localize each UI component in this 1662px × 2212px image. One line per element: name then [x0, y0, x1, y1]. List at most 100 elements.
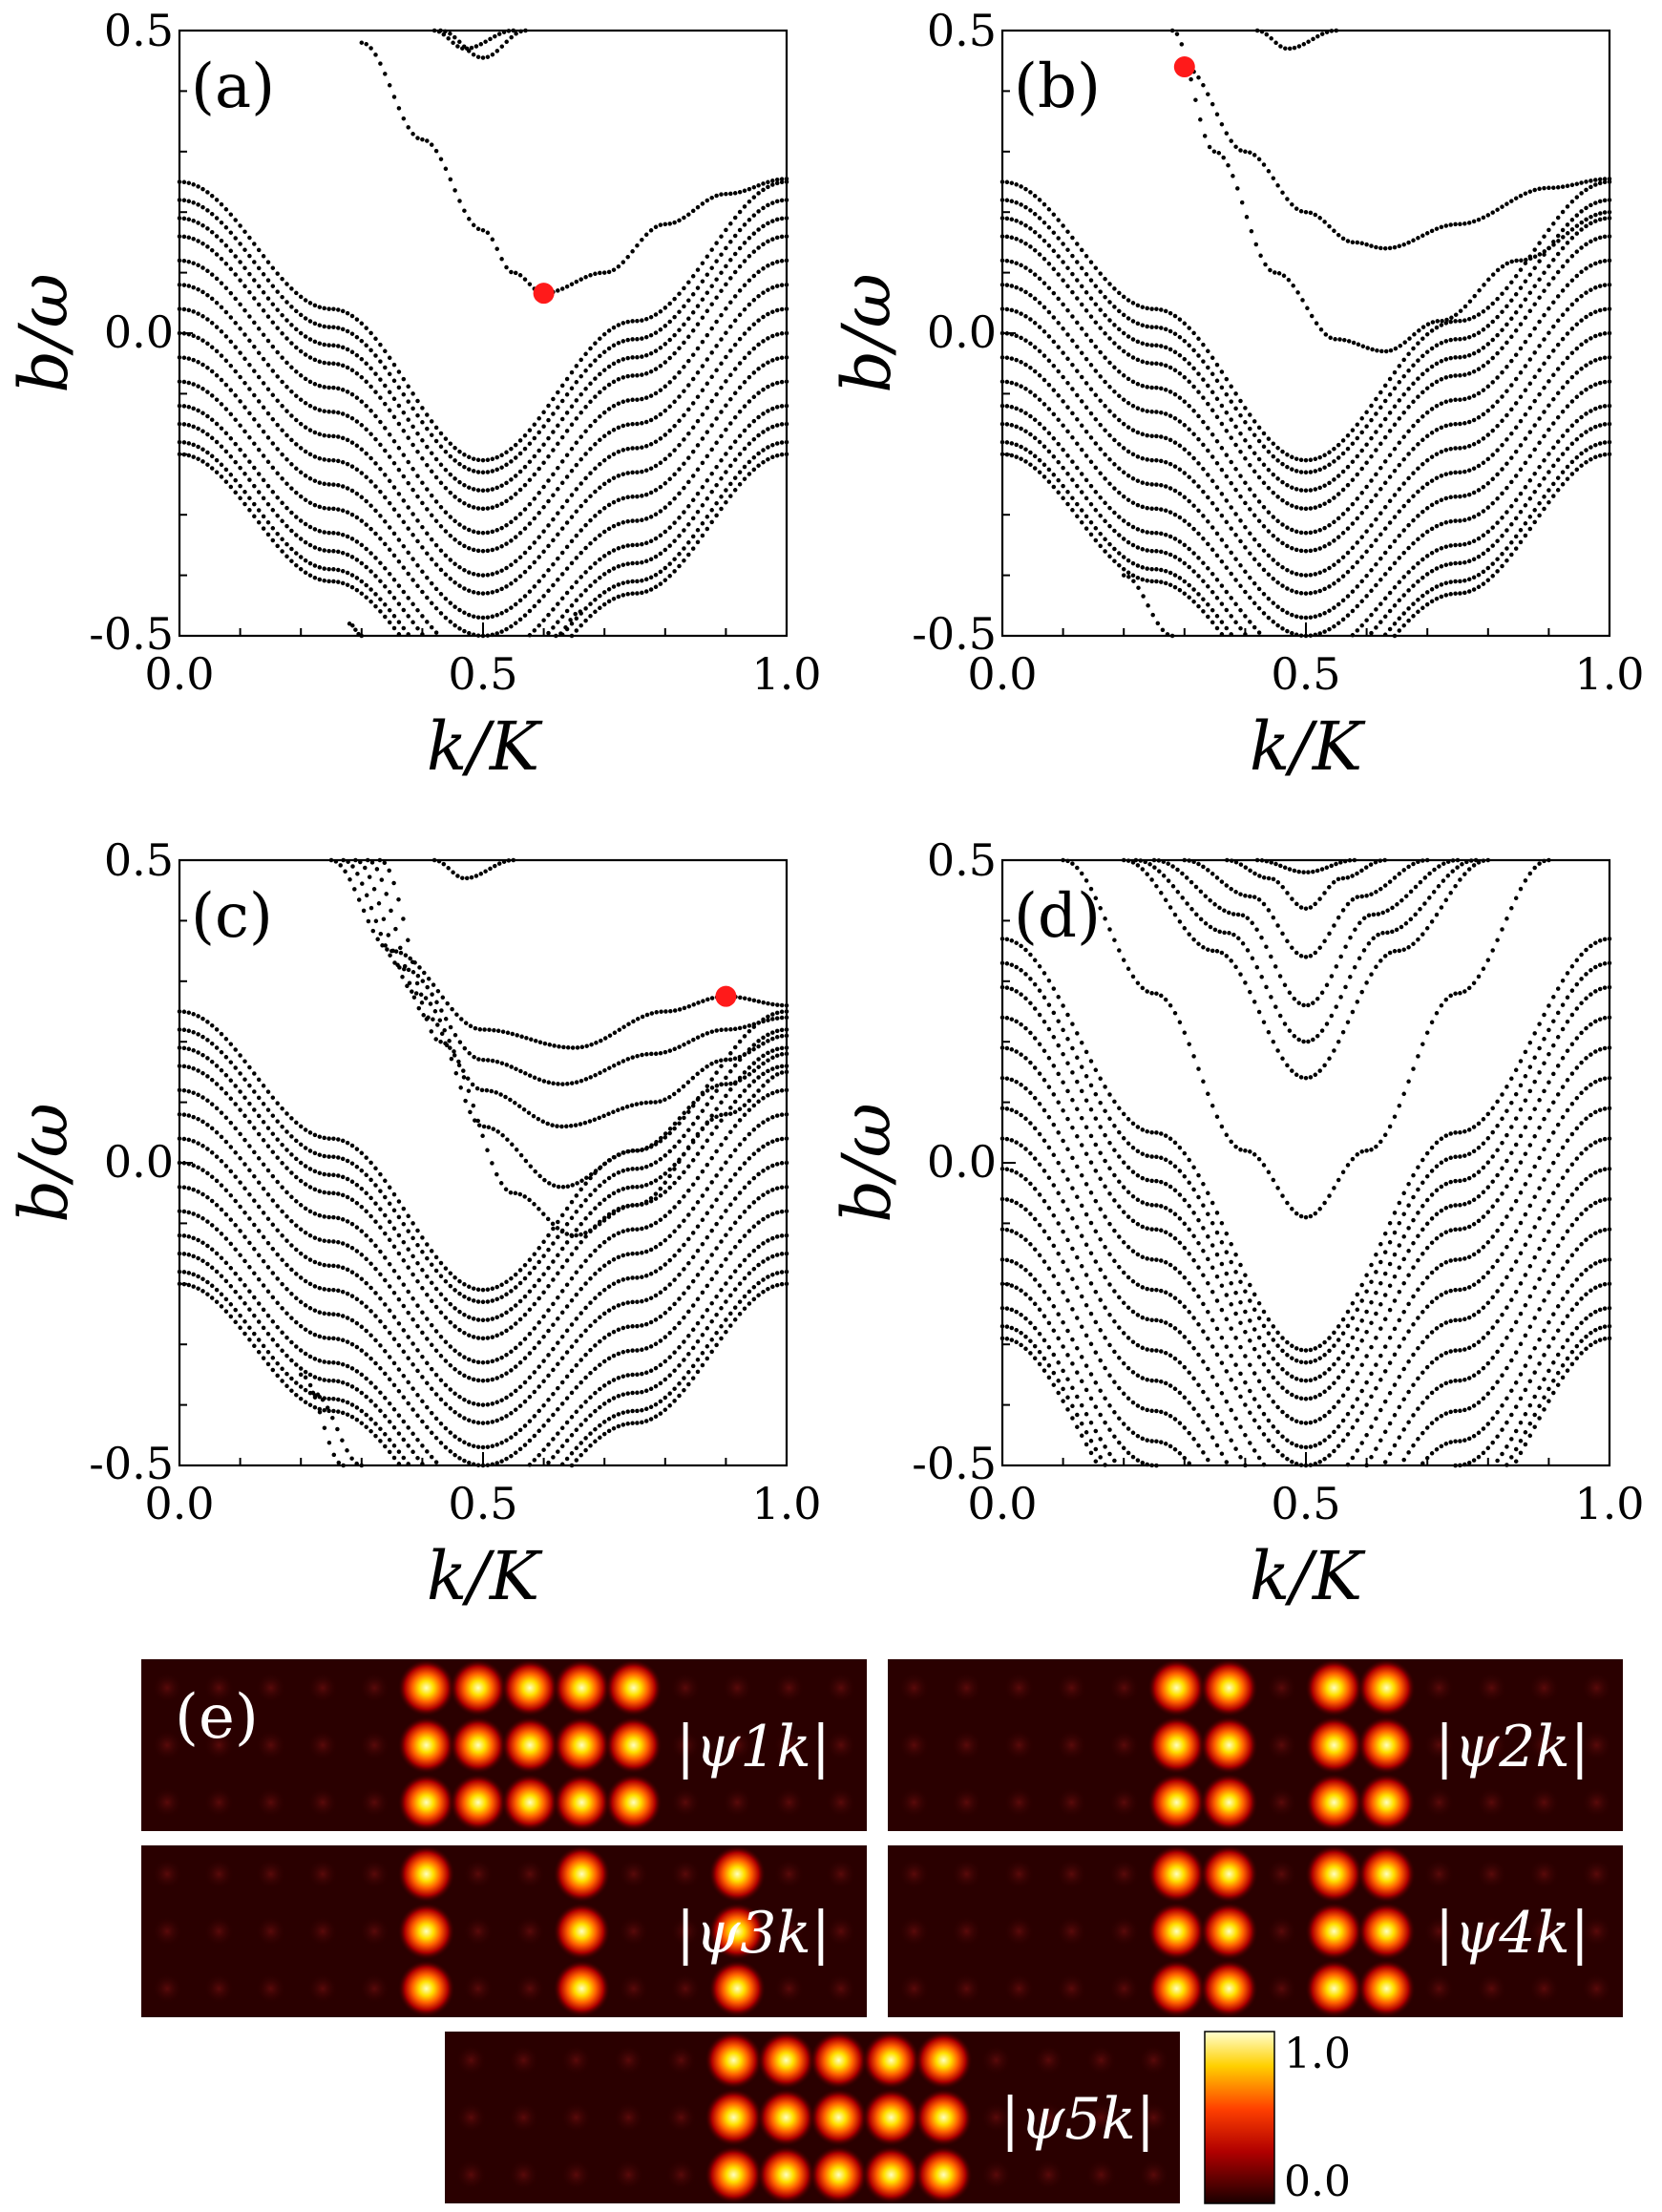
map-1-spot: [1108, 1786, 1140, 1819]
map-3-spot: [1305, 1959, 1363, 2018]
panel-c-band-bulk-2: [177, 1027, 789, 1305]
map-3-spot: [1528, 1972, 1560, 2005]
map-2-spot: [514, 1972, 546, 2005]
map-4-spot: [705, 2031, 763, 2090]
map-1-spot: [898, 1786, 930, 1819]
panel-d-band-upper-6: [1254, 857, 1357, 874]
map-2-spot: [462, 1858, 494, 1890]
map-2-spot: [708, 1903, 767, 1960]
map-0-spot: [203, 1672, 235, 1704]
map-4-spot: [1033, 2044, 1064, 2076]
map-3-spot: [1423, 1858, 1455, 1890]
map-1-spot: [1200, 1658, 1258, 1717]
panel-c-band-gap-2: [341, 857, 789, 1086]
panel-a-band-bulk-13: [177, 439, 789, 638]
panel-b-label: (b): [1014, 52, 1101, 122]
map-1-spot: [1305, 1716, 1363, 1775]
map-0-spot: [825, 1786, 857, 1819]
mode-map-5-label: |ψ5k|: [1000, 2086, 1155, 2153]
map-4-spot: [980, 2101, 1012, 2134]
mode-map-3-label: |ψ3k|: [676, 1900, 831, 1967]
map-1-spot: [1056, 1672, 1087, 1704]
map-3-spot: [1476, 1915, 1507, 1948]
panel-c-xtick-left: 0.0: [144, 1478, 214, 1529]
map-2-spot: [151, 1858, 183, 1890]
map-0-spot: [604, 1717, 663, 1774]
panel-c: (c) 0.5 0.0 -0.5 0.0 0.5 1.0 k/K b/ω: [5, 834, 822, 1615]
mode-map-4: |ψ4k|: [888, 1844, 1623, 2018]
panel-a-band-bulk-5: [177, 258, 789, 536]
map-4-spot: [560, 2159, 592, 2191]
map-1-spot: [1200, 1716, 1258, 1775]
mode-map-3-spots: [151, 1845, 857, 2017]
map-1-spot: [898, 1729, 930, 1761]
map-1-spot: [951, 1729, 982, 1761]
panel-b-band-bulk-11: [999, 403, 1612, 638]
map-1-spot: [1476, 1729, 1507, 1761]
panel-b-ytick-mid: 0.0: [927, 306, 997, 358]
map-4-spot: [613, 2101, 644, 2134]
map-2-spot: [203, 1972, 235, 2005]
panel-c-band-bulk-12: [177, 1251, 789, 1466]
map-2-spot: [306, 1858, 339, 1890]
map-3-spot: [1266, 1858, 1297, 1890]
map-4-spot: [508, 2159, 539, 2191]
map-0-spot: [722, 1729, 753, 1761]
mode-map-3: |ψ3k|: [141, 1845, 867, 2017]
map-1-spot: [1266, 1672, 1297, 1704]
map-0-spot: [203, 1786, 235, 1819]
map-0-spot: [359, 1786, 390, 1819]
map-0-spot: [359, 1729, 390, 1761]
mode-map-2: |ψ2k|: [888, 1658, 1623, 1832]
map-3-spot: [898, 1972, 930, 2005]
panel-d-band-bulk-4: [999, 1015, 1612, 1401]
panel-d-band-bulk-6: [999, 1075, 1612, 1450]
mode-map-1: (e) |ψ1k|: [141, 1659, 867, 1831]
panel-c-ytick-top: 0.5: [104, 834, 174, 886]
panel-a-band-top-2: [438, 28, 528, 60]
map-1-spot: [1357, 1773, 1416, 1832]
map-3-spot: [1147, 1959, 1206, 2018]
map-1-spot: [1581, 1729, 1612, 1761]
panel-d-band-upper-5: [1225, 857, 1387, 911]
mode-map-5: |ψ5k|: [445, 2031, 1180, 2204]
panel-b: (b) 0.5 0.0 -0.5 0.0 0.5 1.0 k/K b/ω: [828, 5, 1645, 786]
panel-c-band-steep-1: [298, 1372, 346, 1468]
panel-d-band-bulk-10: [999, 1196, 1612, 1464]
map-0-spot: [604, 1774, 663, 1831]
map-1-spot: [1003, 1729, 1035, 1761]
panel-a-band-steep: [347, 621, 365, 639]
panel-a-band-bulk-4: [177, 234, 789, 512]
panel-a-bands: [177, 28, 789, 639]
map-2-spot: [397, 1903, 455, 1960]
panel-d-band-upper-2: [1133, 857, 1479, 1044]
panel-e: (e) |ψ1k| |ψ2k| |ψ3k| |ψ4k| |ψ5k| 1.0 0: [141, 1658, 1623, 2206]
map-2-spot: [255, 1972, 286, 2005]
map-2-spot: [514, 1915, 546, 1948]
panel-a-band-bulk-7: [177, 306, 789, 578]
map-0-spot: [501, 1774, 558, 1831]
map-0-spot: [151, 1786, 183, 1819]
map-0-spot: [825, 1672, 857, 1704]
map-3-spot: [1108, 1915, 1140, 1948]
panel-d-band-bulk-14: [999, 1305, 1612, 1464]
map-2-spot: [618, 1858, 649, 1890]
map-1-spot: [1108, 1729, 1140, 1761]
map-1-spot: [1476, 1672, 1507, 1704]
map-0-spot: [501, 1717, 558, 1774]
map-2-spot: [359, 1915, 390, 1948]
panel-c-band-steep-2: [310, 1390, 365, 1468]
map-2-spot: [203, 1915, 235, 1948]
map-3-spot: [1056, 1858, 1087, 1890]
panel-a-ytick-mid: 0.0: [104, 306, 174, 358]
panel-a-ylabel: b/ω: [5, 273, 83, 392]
map-4-spot: [508, 2044, 539, 2076]
panel-b-band-bulk-8: [999, 330, 1612, 596]
panel-a-band-top-1: [431, 28, 516, 52]
map-4-spot: [508, 2101, 539, 2134]
map-3-spot: [1423, 1972, 1455, 2005]
map-3-spot: [1305, 1902, 1363, 1961]
map-4-spot: [757, 2145, 815, 2204]
map-4-spot: [665, 2101, 697, 2134]
